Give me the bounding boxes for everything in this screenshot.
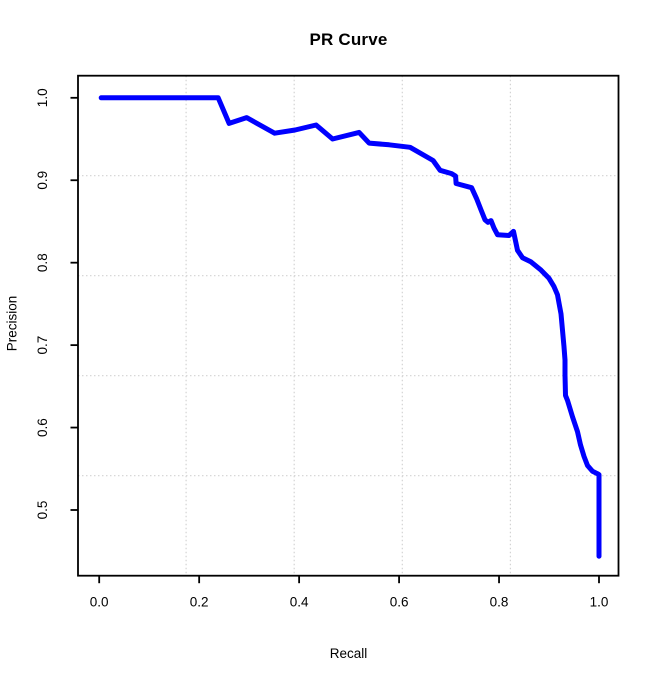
- x-axis-title: Recall: [329, 646, 368, 661]
- y-axis-tick-label: 0.7: [35, 336, 50, 355]
- plot-border: [77, 74, 620, 577]
- pr-curve-line: [98, 95, 602, 559]
- y-axis-title: Precision: [4, 295, 20, 352]
- chart-title: PR Curve: [309, 30, 388, 49]
- x-axis-tick-label: 0.8: [490, 595, 509, 610]
- x-axis-tick-label: 0.6: [390, 595, 409, 610]
- y-axis-tick-label: 1.0: [35, 88, 50, 107]
- y-axis-tick-label: 0.8: [35, 253, 50, 272]
- y-axis-tick-label: 0.6: [35, 418, 50, 437]
- y-axis-tick-label: 0.5: [35, 501, 50, 520]
- x-axis-tick-label: 0.4: [290, 595, 309, 610]
- x-axis-tick-label: 1.0: [590, 595, 609, 610]
- x-axis-tick-label: 0.0: [90, 595, 109, 610]
- x-axis-tick-label: 0.2: [190, 595, 209, 610]
- y-axis-tick-label: 0.9: [35, 171, 50, 190]
